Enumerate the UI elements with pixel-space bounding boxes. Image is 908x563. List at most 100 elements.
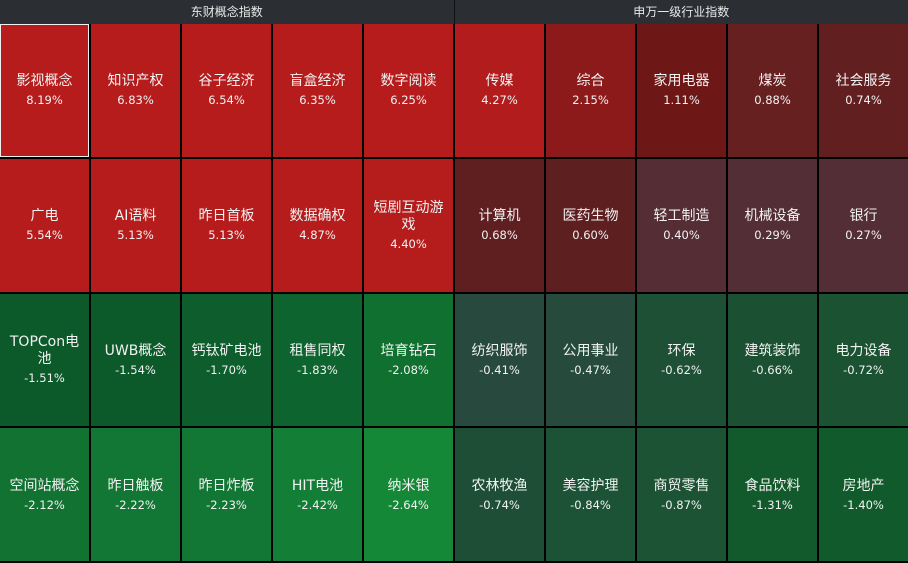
tile-name: 昨日首板 bbox=[198, 208, 255, 225]
tile-change-pct: -0.84% bbox=[570, 497, 611, 512]
concept-tile[interactable]: 空间站概念 -2.12% bbox=[0, 428, 89, 561]
tile-change-pct: -0.47% bbox=[570, 362, 611, 377]
industry-tile[interactable]: 机械设备 0.29% bbox=[728, 158, 817, 292]
tile-change-pct: -1.40% bbox=[843, 497, 884, 512]
tile-name: 房地产 bbox=[842, 477, 885, 494]
concept-tile[interactable]: 租售同权 -1.83% bbox=[273, 293, 362, 427]
tile-name: 影视概念 bbox=[16, 73, 73, 90]
tile-change-pct: 4.87% bbox=[299, 228, 336, 243]
industry-tile[interactable]: 社会服务 0.74% bbox=[819, 24, 908, 157]
industry-tile[interactable]: 食品饮料 -1.31% bbox=[728, 428, 817, 561]
tile-name: 煤炭 bbox=[758, 73, 787, 90]
tile-change-pct: 2.15% bbox=[572, 93, 609, 108]
industry-tile[interactable]: 房地产 -1.40% bbox=[819, 428, 908, 561]
heatmap-grid: 影视概念 8.19% 知识产权 6.83% 谷子经济 6.54% 盲盒经济 6.35% 数字阅读… bbox=[0, 24, 908, 561]
tile-name: 电力设备 bbox=[835, 342, 892, 359]
concept-index-title: 东财概念指数 bbox=[0, 0, 455, 24]
tile-change-pct: -0.41% bbox=[479, 362, 520, 377]
tile-change-pct: 0.29% bbox=[754, 228, 791, 243]
tile-name: 计算机 bbox=[478, 208, 521, 225]
concept-tile[interactable]: TOPCon电池 -1.51% bbox=[0, 293, 89, 427]
concept-tile[interactable]: 昨日首板 5.13% bbox=[182, 158, 271, 292]
tile-change-pct: -0.66% bbox=[752, 362, 793, 377]
concept-tile[interactable]: 数字阅读 6.25% bbox=[364, 24, 453, 157]
concept-tile[interactable]: 钙钛矿电池 -1.70% bbox=[182, 293, 271, 427]
tile-name: 社会服务 bbox=[835, 73, 892, 90]
tile-name: 公用事业 bbox=[562, 342, 619, 359]
tile-name: UWB概念 bbox=[104, 342, 167, 359]
industry-tile[interactable]: 煤炭 0.88% bbox=[728, 24, 817, 157]
header-bar: 东财概念指数 申万一级行业指数 bbox=[0, 0, 908, 24]
tile-change-pct: -2.12% bbox=[24, 497, 65, 512]
industry-tile[interactable]: 家用电器 1.11% bbox=[637, 24, 726, 157]
tile-change-pct: 4.27% bbox=[481, 93, 518, 108]
tile-change-pct: -1.31% bbox=[752, 497, 793, 512]
industry-tile[interactable]: 建筑装饰 -0.66% bbox=[728, 293, 817, 427]
industry-tile[interactable]: 纺织服饰 -0.41% bbox=[455, 293, 544, 427]
tile-change-pct: 5.13% bbox=[208, 228, 245, 243]
tile-change-pct: 0.68% bbox=[481, 228, 518, 243]
industry-tile[interactable]: 商贸零售 -0.87% bbox=[637, 428, 726, 561]
industry-tile[interactable]: 农林牧渔 -0.74% bbox=[455, 428, 544, 561]
concept-tile[interactable]: 广电 5.54% bbox=[0, 158, 89, 292]
tile-change-pct: 0.88% bbox=[754, 93, 791, 108]
tile-change-pct: -1.83% bbox=[297, 362, 338, 377]
concept-tile[interactable]: 影视概念 8.19% bbox=[0, 24, 89, 157]
concept-tile[interactable]: 盲盒经济 6.35% bbox=[273, 24, 362, 157]
tile-name: 培育钻石 bbox=[380, 342, 437, 359]
tile-name: 美容护理 bbox=[562, 477, 619, 494]
tile-name: HIT电池 bbox=[291, 477, 344, 494]
concept-tile[interactable]: 短剧互动游戏 4.40% bbox=[364, 158, 453, 292]
tile-name: 传媒 bbox=[485, 73, 514, 90]
tile-change-pct: -2.22% bbox=[115, 497, 156, 512]
tile-name: 钙钛矿电池 bbox=[191, 342, 262, 359]
tile-name: 空间站概念 bbox=[9, 477, 80, 494]
tile-change-pct: 5.54% bbox=[26, 228, 63, 243]
tile-change-pct: 0.40% bbox=[663, 228, 700, 243]
tile-name: 纺织服饰 bbox=[471, 342, 528, 359]
tile-change-pct: -2.23% bbox=[206, 497, 247, 512]
tile-name: 商贸零售 bbox=[653, 477, 710, 494]
tile-change-pct: 6.83% bbox=[117, 93, 154, 108]
industry-tile[interactable]: 银行 0.27% bbox=[819, 158, 908, 292]
industry-index-title: 申万一级行业指数 bbox=[633, 5, 730, 19]
industry-tile[interactable]: 电力设备 -0.72% bbox=[819, 293, 908, 427]
tile-change-pct: -2.08% bbox=[388, 362, 429, 377]
tile-change-pct: 0.60% bbox=[572, 228, 609, 243]
industry-tile[interactable]: 轻工制造 0.40% bbox=[637, 158, 726, 292]
tile-change-pct: -1.70% bbox=[206, 362, 247, 377]
tile-name: 机械设备 bbox=[744, 208, 801, 225]
concept-tile[interactable]: 数据确权 4.87% bbox=[273, 158, 362, 292]
tile-name: 知识产权 bbox=[107, 73, 164, 90]
industry-tile[interactable]: 综合 2.15% bbox=[546, 24, 635, 157]
industry-tile[interactable]: 美容护理 -0.84% bbox=[546, 428, 635, 561]
concept-tile[interactable]: 知识产权 6.83% bbox=[91, 24, 180, 157]
industry-tile[interactable]: 环保 -0.62% bbox=[637, 293, 726, 427]
tile-change-pct: -0.74% bbox=[479, 497, 520, 512]
tile-change-pct: 8.19% bbox=[26, 93, 63, 108]
concept-tile[interactable]: 培育钻石 -2.08% bbox=[364, 293, 453, 427]
tile-change-pct: -1.54% bbox=[115, 362, 156, 377]
industry-tile[interactable]: 医药生物 0.60% bbox=[546, 158, 635, 292]
tile-name: 建筑装饰 bbox=[744, 342, 801, 359]
concept-tile[interactable]: 昨日炸板 -2.23% bbox=[182, 428, 271, 561]
concept-tile[interactable]: HIT电池 -2.42% bbox=[273, 428, 362, 561]
tile-name: 数据确权 bbox=[289, 208, 346, 225]
tile-name: 昨日触板 bbox=[107, 477, 164, 494]
industry-tile[interactable]: 计算机 0.68% bbox=[455, 158, 544, 292]
tile-change-pct: -0.87% bbox=[661, 497, 702, 512]
tile-name: 纳米银 bbox=[387, 477, 430, 494]
concept-tile[interactable]: 纳米银 -2.64% bbox=[364, 428, 453, 561]
industry-tile[interactable]: 公用事业 -0.47% bbox=[546, 293, 635, 427]
concept-tile[interactable]: 昨日触板 -2.22% bbox=[91, 428, 180, 561]
tile-change-pct: -2.64% bbox=[388, 497, 429, 512]
tile-change-pct: 4.40% bbox=[390, 236, 427, 251]
concept-tile[interactable]: AI语料 5.13% bbox=[91, 158, 180, 292]
industry-tile[interactable]: 传媒 4.27% bbox=[455, 24, 544, 157]
tile-change-pct: 6.54% bbox=[208, 93, 245, 108]
tile-name: 广电 bbox=[30, 208, 59, 225]
concept-tile[interactable]: UWB概念 -1.54% bbox=[91, 293, 180, 427]
tile-name: 昨日炸板 bbox=[198, 477, 255, 494]
tile-name: 谷子经济 bbox=[198, 73, 255, 90]
concept-tile[interactable]: 谷子经济 6.54% bbox=[182, 24, 271, 157]
